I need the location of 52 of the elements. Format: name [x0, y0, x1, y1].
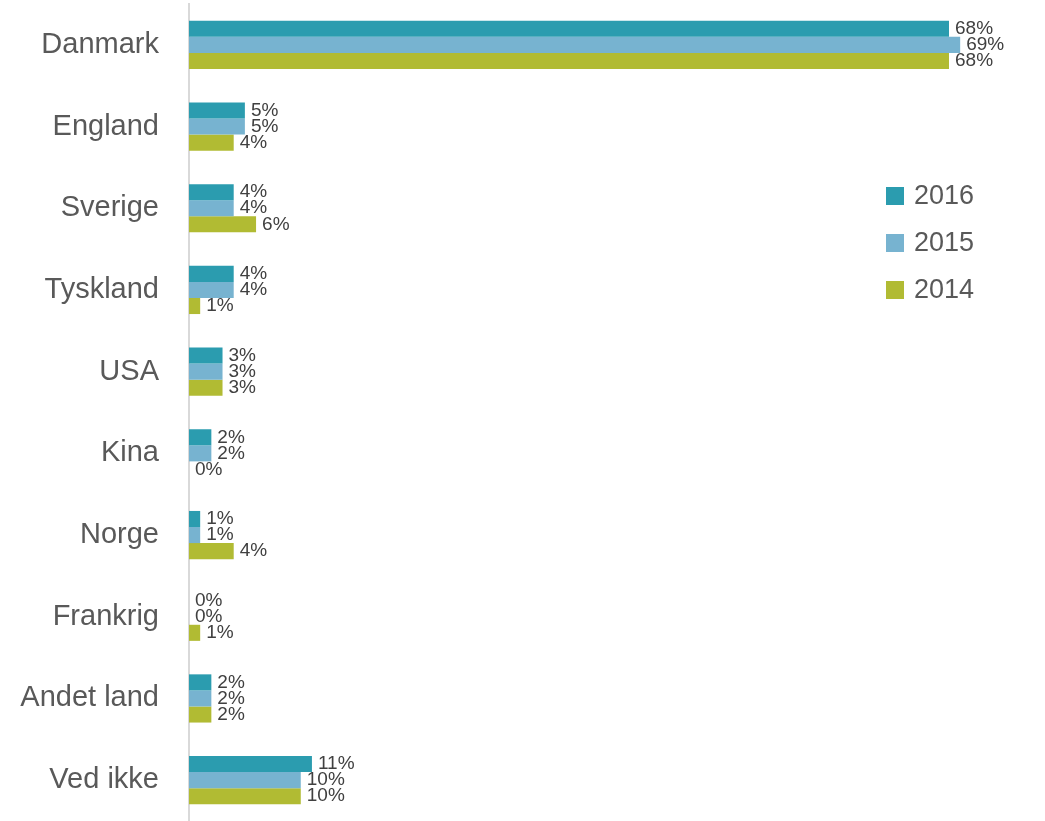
bar: [189, 118, 245, 135]
bar: [189, 543, 234, 560]
bar: [189, 363, 223, 380]
y-tick-label: Kina: [100, 435, 160, 468]
bar: [189, 624, 201, 641]
y-tick-label: England: [52, 108, 159, 141]
data-label: 4%: [239, 278, 268, 300]
y-tick-label: Ved ikke: [49, 762, 159, 795]
bar: [189, 20, 949, 37]
data-label: 1%: [206, 294, 234, 316]
y-tick-label: Frankrig: [52, 598, 159, 631]
bar: [189, 706, 212, 723]
data-label: 4%: [239, 539, 268, 561]
y-tick-label: Sverige: [60, 190, 159, 223]
y-tick-label: Andet land: [20, 680, 159, 713]
bar: [189, 772, 301, 789]
y-tick-label: Danmark: [41, 26, 160, 59]
bar: [189, 36, 961, 53]
bar: [189, 347, 223, 364]
bar: [189, 52, 949, 69]
y-tick-label: Tyskland: [44, 271, 159, 304]
data-label: 0%: [195, 588, 223, 610]
bar: [189, 510, 201, 528]
data-label: 2%: [217, 425, 245, 447]
y-tick-label: Norge: [80, 517, 159, 550]
legend-label: 2015: [914, 227, 975, 258]
bar: [189, 756, 312, 773]
bar: [189, 297, 201, 315]
bar: [189, 216, 257, 233]
bar: [189, 445, 212, 462]
data-label: 1%: [206, 621, 234, 643]
bar: [189, 429, 212, 446]
bar: [189, 379, 223, 396]
bar: [189, 281, 234, 298]
legend-label: 2014: [914, 274, 975, 305]
data-label: 3%: [228, 343, 257, 365]
bar: [189, 200, 234, 217]
bar: [189, 674, 212, 691]
data-label: 10%: [306, 784, 345, 806]
data-label: 1%: [206, 523, 234, 545]
bar: [189, 527, 201, 544]
data-label: 2%: [217, 670, 245, 692]
bar: [189, 134, 234, 151]
data-label: 68%: [954, 49, 994, 71]
bar: [189, 184, 234, 201]
bar: [189, 102, 245, 119]
y-tick-label: USA: [99, 353, 160, 386]
data-label: 5%: [250, 98, 279, 120]
bar: [189, 690, 212, 707]
bar: [189, 788, 301, 805]
bar: [189, 265, 234, 282]
legend-label: 2016: [914, 180, 975, 211]
